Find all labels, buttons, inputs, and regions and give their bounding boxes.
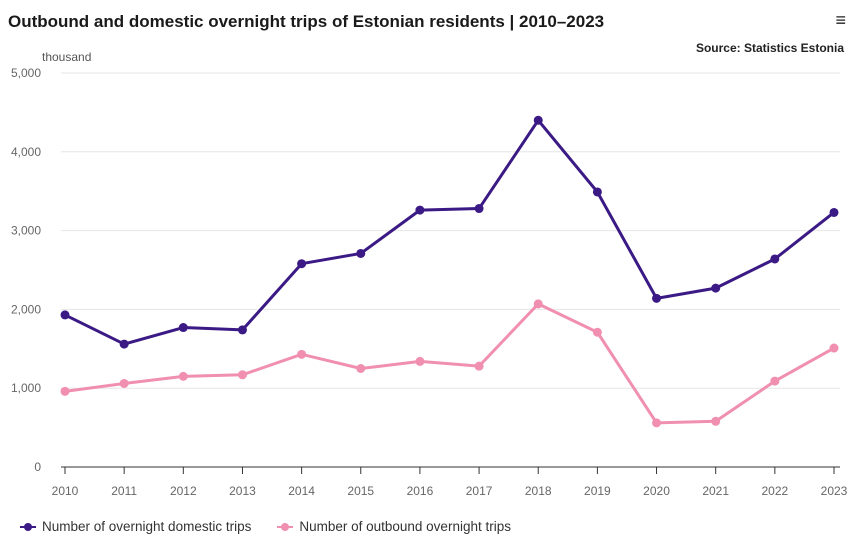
data-point-domestic [237,325,247,335]
x-tick-label: 2022 [761,484,788,498]
data-point-outbound [592,327,602,337]
hamburger-menu-icon[interactable]: ≡ [835,10,846,30]
data-point-outbound [829,343,839,353]
y-tick-label: 3,000 [11,224,41,238]
data-point-outbound [711,416,721,426]
data-point-outbound [60,386,70,396]
x-tick-label: 2014 [288,484,315,498]
data-point-domestic [829,207,839,217]
data-point-domestic [533,115,543,125]
y-tick-label: 4,000 [11,145,41,159]
x-tick-label: 2012 [170,484,197,498]
data-point-outbound [297,349,307,359]
data-point-domestic [770,254,780,264]
data-point-domestic [711,283,721,293]
x-tick-label: 2015 [347,484,374,498]
x-tick-label: 2010 [52,484,79,498]
data-point-domestic [415,205,425,215]
x-tick-label: 2023 [821,484,848,498]
y-axis-unit-label: thousand [42,50,91,64]
y-tick-label: 2,000 [11,302,41,316]
data-point-domestic [592,187,602,197]
data-point-outbound [770,376,780,386]
data-point-outbound [119,378,129,388]
chart-legend: Number of overnight domestic trips Numbe… [20,519,511,534]
legend-item-domestic[interactable]: Number of overnight domestic trips [20,519,251,534]
data-point-domestic [356,248,366,258]
x-tick-label: 2013 [229,484,256,498]
data-point-outbound [533,299,543,309]
data-point-outbound [178,371,188,381]
legend-label-domestic: Number of overnight domestic trips [42,519,252,534]
x-tick-label: 2018 [525,484,552,498]
series-line-outbound [63,302,836,425]
data-point-domestic [652,293,662,303]
legend-swatch-outbound [277,522,294,532]
data-point-domestic [119,339,129,349]
data-point-outbound [474,361,484,371]
series-line-domestic [63,118,836,346]
data-point-domestic [178,323,188,333]
data-point-domestic [297,259,307,269]
legend-label-outbound: Number of outbound overnight trips [299,519,511,534]
x-tick-label: 2019 [584,484,611,498]
data-point-outbound [356,364,366,373]
data-point-outbound [415,356,425,366]
x-tick-label: 2017 [466,484,493,498]
data-point-domestic [474,204,484,214]
source-note: Source: Statistics Estonia [695,41,844,55]
x-tick-label: 2020 [643,484,670,498]
data-point-domestic [60,310,70,320]
legend-item-outbound[interactable]: Number of outbound overnight trips [277,519,511,534]
y-tick-label: 1,000 [11,381,41,395]
x-tick-label: 2011 [111,484,137,498]
y-tick-label: 0 [34,460,41,474]
x-tick-label: 2016 [407,484,434,498]
legend-swatch-domestic [20,522,36,532]
chart-title: Outbound and domestic overnight trips of… [8,12,605,31]
y-tick-label: 5,000 [11,66,41,80]
data-point-outbound [237,370,247,380]
data-point-outbound [652,418,662,428]
x-tick-label: 2021 [702,484,729,498]
